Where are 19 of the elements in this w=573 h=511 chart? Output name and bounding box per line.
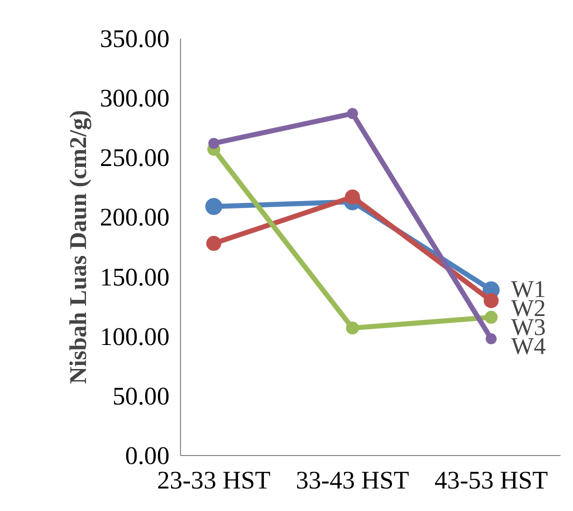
y-tick-label: 100.00 [100,322,170,351]
point [484,310,498,324]
y-tick-label: 50.00 [112,382,170,410]
point [346,322,359,335]
y-tick-label: 350.00 [100,25,170,53]
point [206,236,222,251]
y-tick-label: 300.00 [100,84,170,113]
point [205,198,222,215]
x-tick-label: 43-53 HST [434,466,548,494]
point [344,189,360,204]
point [486,333,497,344]
y-tick-label: 200.00 [100,204,170,232]
x-tick-label: 33-43 HST [296,466,410,494]
point [346,108,358,120]
y-tick-label: 250.00 [100,144,170,172]
y-tick-label: 150.00 [100,263,170,292]
y-axis-title: Nisbah Luas Daun (cm2/g) [66,110,92,384]
point [484,293,499,308]
point [208,138,220,149]
